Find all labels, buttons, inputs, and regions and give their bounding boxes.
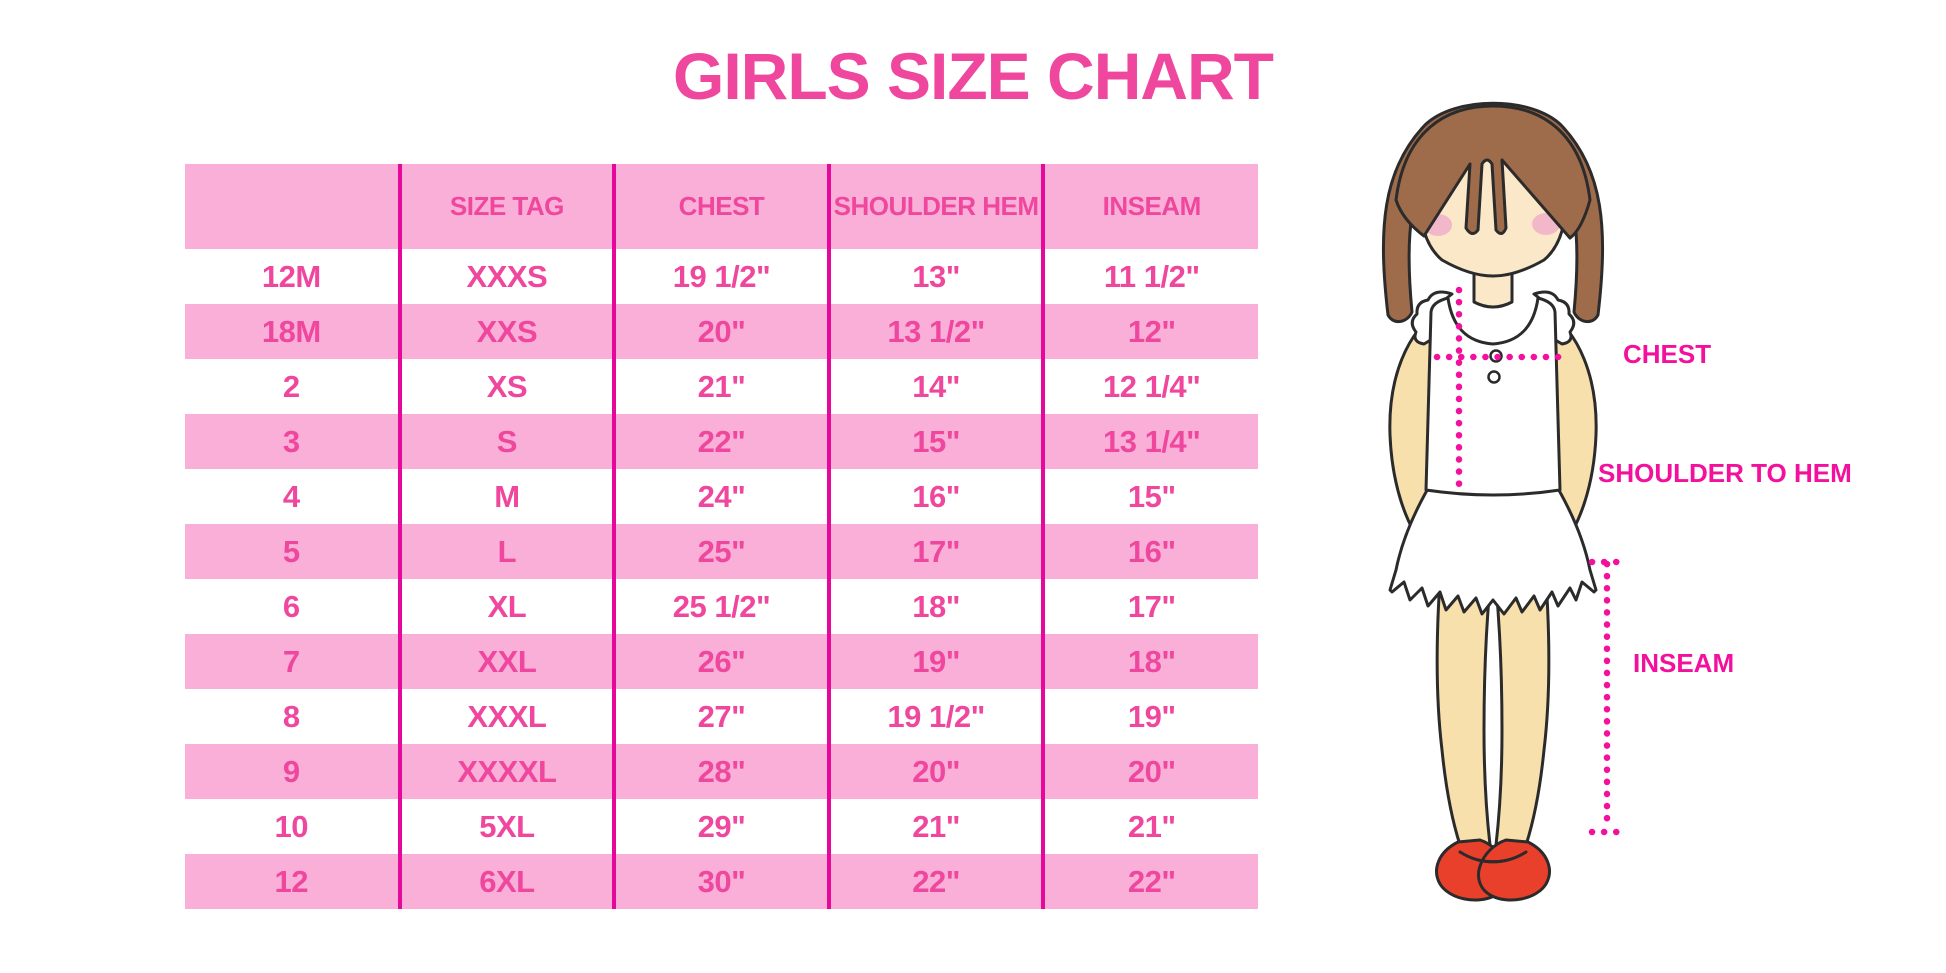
table-cell: 15" [826,414,1044,469]
table-cell: 19" [826,634,1044,689]
table-cell: 28" [612,744,829,799]
table-cell: 16" [826,469,1044,524]
table-cell: 15" [1041,469,1258,524]
table-cell: 12" [1041,304,1258,359]
table-cell: 19 1/2" [612,249,829,304]
table-row: 12M XXXS 19 1/2" 13" 11 1/2" [185,249,1258,304]
table-cell: XXXXL [397,744,615,799]
table-cell: 22" [1041,854,1258,909]
table-cell: 11 1/2" [1041,249,1258,304]
table-cell: 17" [826,524,1044,579]
table-cell: 6 [282,588,300,624]
table-cell: XXS [397,304,615,359]
table-cell: 21" [1041,799,1258,854]
table-cell: XS [397,359,615,414]
table-row: 4 M 24" 16" 15" [185,469,1258,524]
table-cell: XXL [397,634,615,689]
top-button-2 [1487,370,1501,384]
column-header: SIZE TAG [397,164,615,249]
table-cell: 22" [612,414,829,469]
table-row: 18M XXS 20" 13 1/2" 12" [185,304,1258,359]
table-cell: 22" [826,854,1044,909]
header-row: SIZE TAG CHEST SHOULDER HEM INSEAM [185,164,1258,249]
table-cell: L [397,524,615,579]
table-cell: 2 [282,368,300,404]
column-header: INSEAM [1041,164,1258,249]
table-row: 10 5XL 29" 21" 21" [185,799,1258,854]
table-cell: 12 [185,854,400,909]
table-cell: 21" [612,359,829,414]
girl-hair-fringe [1394,104,1592,240]
table-cell: 18" [1041,634,1258,689]
table-cell: XL [397,579,615,634]
table-row: 3 S 22" 15" 13 1/4" [185,414,1258,469]
table-row: 6 XL 25 1/2" 18" 17" [185,579,1258,634]
table-cell: 6XL [397,854,615,909]
page-title: GIRLS SIZE CHART [672,39,1274,113]
girl-illustration: CHEST SHOULDER TO HEM INSEAM [1381,101,1852,902]
table-cell: 13" [826,249,1044,304]
table-cell: 19 1/2" [826,689,1044,744]
table-cell: 12M [261,258,321,294]
table-cell: 29" [612,799,829,854]
table-cell: 4 [282,478,300,514]
table-row: 8 XXXL 27" 19 1/2" 19" [185,689,1258,744]
table-cell: 27" [612,689,829,744]
table-cell: 30" [612,854,829,909]
table-cell: 16" [1041,524,1258,579]
table-cell: 19" [1041,689,1258,744]
table-cell: 5 [185,524,400,579]
table-row: 12 6XL 30" 22" 22" [185,854,1258,909]
size-table-header: SIZE TAG CHEST SHOULDER HEM INSEAM [185,164,1258,249]
girl-top [1424,296,1562,497]
table-cell: 25 1/2" [612,579,829,634]
table-cell: 5XL [397,799,615,854]
right-shoe-strap [1476,850,1528,864]
table-cell: 25" [612,524,829,579]
girl-left-leg [1435,578,1492,847]
shoulder-to-hem-label: SHOULDER TO HEM [1598,458,1852,488]
table-cell: XXXL [397,689,615,744]
column-header: SHOULDER HEM [826,164,1044,249]
table-cell: 13 1/4" [1041,414,1258,469]
girl-right-leg [1494,578,1551,847]
table-cell: 9 [185,744,400,799]
table-cell: 20" [826,744,1044,799]
table-row: 7 XXL 26" 19" 18" [185,634,1258,689]
column-header: CHEST [612,164,829,249]
table-cell: 7 [185,634,400,689]
girls-size-table: SIZE TAG CHEST SHOULDER HEM INSEAM 12M XXXS 1… [185,164,1258,909]
table-row: 5 L 25" 17" 16" [185,524,1258,579]
table-cell: 21" [826,799,1044,854]
table-cell: 13 1/2" [826,304,1044,359]
table-cell: 10 [274,808,309,844]
table-cell: 20" [612,304,829,359]
column-header [185,164,400,249]
table-cell: 20" [1041,744,1258,799]
girl-right-shoe [1477,838,1551,902]
table-cell: 18M [185,304,400,359]
inseam-label: INSEAM [1633,648,1734,678]
table-cell: 26" [612,634,829,689]
table-cell: 12 1/4" [1041,359,1258,414]
table-cell: 24" [612,469,829,524]
table-cell: 18" [826,579,1044,634]
size-table-body: 12M XXXS 19 1/2" 13" 11 1/2" 18M XXS 20" 13 1/2"… [185,249,1258,909]
table-row: 2 XS 21" 14" 12 1/4" [185,359,1258,414]
table-cell: 14" [826,359,1044,414]
table-cell: XXXS [397,249,615,304]
table-cell: M [397,469,615,524]
measurement-figure: CHEST SHOULDER TO HEM INSEAM [1330,80,1946,960]
table-cell: S [397,414,615,469]
table-cell: 8 [282,698,300,734]
table-row: 9 XXXXL 28" 20" 20" [185,744,1258,799]
table-cell: 17" [1041,579,1258,634]
girl-skirt [1388,478,1598,616]
chest-label: CHEST [1623,339,1711,369]
table-cell: 3 [185,414,400,469]
